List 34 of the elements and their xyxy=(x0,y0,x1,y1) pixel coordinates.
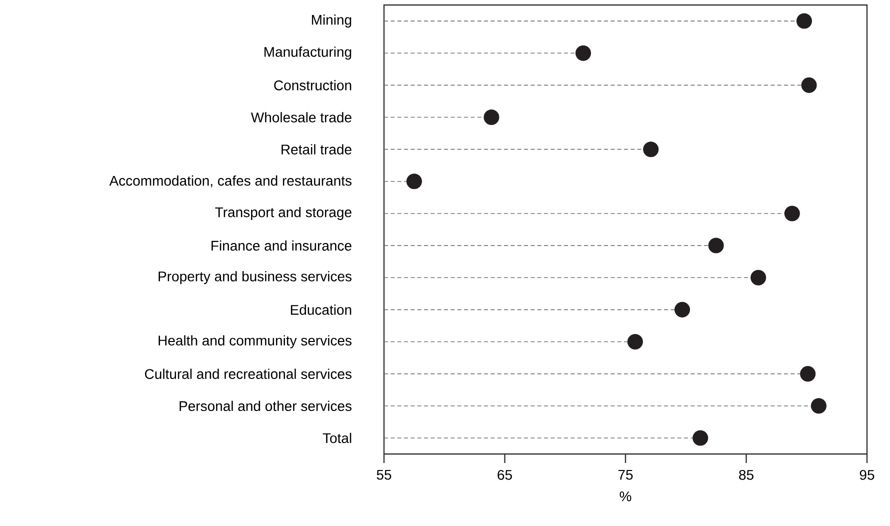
x-tick-label: 95 xyxy=(860,470,874,480)
y-tick-label: Personal and other services xyxy=(180,400,352,412)
point xyxy=(674,302,690,318)
point xyxy=(575,45,592,61)
y-tick-label: Mining xyxy=(312,14,352,28)
y-tick-label: Cultural and recreational services xyxy=(145,368,352,379)
point xyxy=(801,77,817,93)
y-tick-label: Finance and insurance xyxy=(212,240,352,251)
y-tick-label: Accommodation, cafes and restaurants xyxy=(109,175,352,188)
y-tick-label: Wholesale trade xyxy=(250,112,352,122)
x-tick-label: 75 xyxy=(618,470,633,480)
point xyxy=(643,142,659,158)
y-tick-label: Manufacturing xyxy=(264,46,352,60)
y-tick-label: Total xyxy=(322,432,352,444)
y-tick-label: Property and business services xyxy=(158,271,352,284)
point xyxy=(750,270,766,286)
point xyxy=(784,206,800,222)
point xyxy=(406,174,422,190)
x-tick-label: 55 xyxy=(376,470,392,480)
point xyxy=(627,334,643,350)
x-tick-label: 65 xyxy=(498,470,512,480)
y-tick-label: Retail trade xyxy=(282,144,352,154)
y-tick-label: Health and community services xyxy=(158,335,352,348)
point xyxy=(800,366,816,382)
y-tick-label: Education xyxy=(290,304,352,315)
point xyxy=(484,109,500,126)
x-tick-label: 85 xyxy=(739,470,754,480)
point xyxy=(692,430,708,446)
y-tick-label: Transport and storage xyxy=(215,206,352,220)
x-axis-title: % xyxy=(620,491,632,502)
point xyxy=(708,238,724,254)
y-tick-label: Construction xyxy=(274,80,352,90)
point xyxy=(810,398,826,414)
point xyxy=(796,13,812,29)
